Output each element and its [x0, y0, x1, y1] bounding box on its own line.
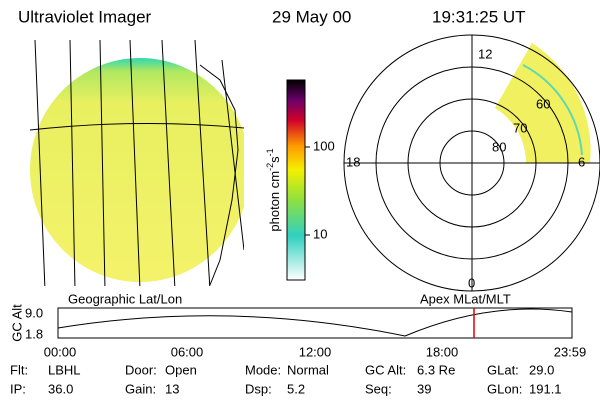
field-label: Door: [125, 362, 157, 377]
field-value: LBHL [48, 362, 81, 377]
mlt-label: 6 [578, 154, 585, 169]
altitude-y-label: 9.0 [25, 305, 43, 320]
field-label: Flt: [10, 362, 28, 377]
mlat-label: 80 [492, 139, 506, 154]
time-label: 06:00 [171, 344, 204, 359]
altitude-strip [57, 307, 573, 339]
field-value: 5.2 [287, 381, 305, 396]
field-value: 13 [165, 381, 179, 396]
date: 29 May 00 [272, 7, 351, 26]
field-value: Normal [287, 362, 329, 377]
field-label: Seq: [365, 381, 392, 396]
field-value: 29.0 [529, 362, 554, 377]
time-label: 18:00 [426, 344, 459, 359]
time-label: 00:00 [44, 344, 77, 359]
mlt-label: 0 [468, 275, 475, 290]
polar-plot [343, 34, 600, 292]
time: 19:31:25 UT [432, 7, 526, 26]
panel-title: Apex MLat/MLT [420, 291, 511, 306]
altitude-axis-label: GC Alt [9, 304, 24, 342]
instrument: Ultraviolet Imager [18, 7, 152, 26]
field-label: IP: [10, 381, 26, 396]
colorbar-label: photon cm-2s-1 [265, 148, 282, 231]
colorbar [286, 79, 306, 281]
earth-image [29, 40, 244, 286]
mlt-label: 12 [478, 46, 492, 61]
field-label: GLat: [487, 362, 519, 377]
field-value: 36.0 [48, 381, 73, 396]
field-value: 191.1 [529, 381, 562, 396]
field-label: Dsp: [245, 381, 272, 396]
field-label: GC Alt: [365, 362, 406, 377]
field-value: 39 [417, 381, 431, 396]
field-label: Mode: [245, 362, 281, 377]
altitude-y-label: 1.8 [25, 326, 43, 341]
field-label: GLon: [487, 381, 522, 396]
mlat-label: 70 [513, 120, 527, 135]
colorbar-tick: 10 [313, 226, 327, 241]
field-label: Gain: [125, 381, 156, 396]
time-label: 12:00 [299, 344, 332, 359]
field-value: 6.3 Re [417, 362, 455, 377]
field-value: Open [165, 362, 197, 377]
time-label: 23:59 [554, 344, 587, 359]
mlat-label: 60 [536, 96, 550, 111]
mlt-label: 18 [346, 154, 360, 169]
panel-title: Geographic Lat/Lon [68, 291, 182, 306]
colorbar-tick: 100 [313, 138, 335, 153]
